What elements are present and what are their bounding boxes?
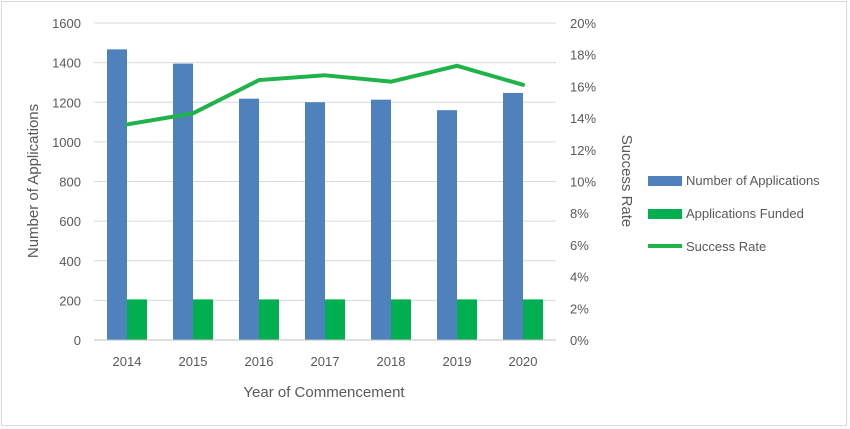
y2-tick-label: 14% bbox=[570, 111, 596, 126]
y2-tick-label: 6% bbox=[570, 238, 589, 253]
y2-tick-label: 16% bbox=[570, 79, 596, 94]
y2-axis-title: Success Rate bbox=[618, 135, 635, 228]
x-tick-label: 2014 bbox=[113, 354, 142, 369]
y-tick-label: 1600 bbox=[52, 16, 81, 31]
y2-tick-label: 0% bbox=[570, 333, 589, 348]
y2-tick-label: 10% bbox=[570, 175, 596, 190]
legend-label-success-rate: Success Rate bbox=[686, 239, 766, 254]
x-tick-label: 2020 bbox=[509, 354, 538, 369]
x-tick-label: 2018 bbox=[377, 354, 406, 369]
y2-tick-label: 12% bbox=[570, 143, 596, 158]
y-tick-label: 0 bbox=[74, 333, 81, 348]
y2-tick-label: 2% bbox=[570, 301, 589, 316]
line-series bbox=[125, 63, 525, 127]
legend-label-applications: Number of Applications bbox=[686, 173, 820, 188]
x-tick-label: 2016 bbox=[245, 354, 274, 369]
line-success-rate bbox=[125, 63, 525, 127]
bar-series bbox=[107, 49, 543, 341]
legend: Number of Applications Applications Fund… bbox=[648, 173, 820, 254]
bar-applications bbox=[239, 98, 259, 340]
y-tick-label: 1200 bbox=[52, 95, 81, 110]
bar-applications bbox=[371, 99, 391, 340]
y-tick-label: 400 bbox=[59, 254, 81, 269]
bar-funded bbox=[457, 299, 477, 340]
y2-tick-label: 8% bbox=[570, 206, 589, 221]
bar-applications bbox=[173, 63, 193, 340]
y-tick-label: 1000 bbox=[52, 135, 81, 150]
bar-funded bbox=[259, 299, 279, 340]
bar-funded bbox=[193, 299, 213, 340]
bar-applications bbox=[437, 110, 457, 340]
x-tick-label: 2015 bbox=[179, 354, 208, 369]
bar-funded bbox=[391, 299, 411, 340]
x-axis-title: Year of Commencement bbox=[243, 384, 405, 401]
x-tick-label: 2017 bbox=[311, 354, 340, 369]
bar-funded bbox=[325, 299, 345, 340]
bar-funded bbox=[127, 299, 147, 340]
bar-funded bbox=[523, 299, 543, 340]
y-tick-label: 200 bbox=[59, 293, 81, 308]
bar-applications bbox=[107, 49, 127, 341]
x-tick-label: 2019 bbox=[443, 354, 472, 369]
bar-applications bbox=[305, 102, 325, 340]
y-tick-label: 600 bbox=[59, 214, 81, 229]
y2-tick-label: 20% bbox=[570, 16, 596, 31]
bar-applications bbox=[503, 92, 523, 340]
y2-tick-label: 4% bbox=[570, 270, 589, 285]
y-axis-title: Number of Applications bbox=[25, 104, 42, 258]
axes: 0 200 400 600 800 1000 1200 1400 1600 0% 2% 4% 6% 8% 1… bbox=[52, 16, 596, 369]
legend-label-funded: Applications Funded bbox=[686, 206, 804, 221]
y2-tick-label: 18% bbox=[570, 48, 596, 63]
legend-swatch-funded bbox=[648, 209, 682, 219]
y-tick-label: 800 bbox=[59, 175, 81, 190]
y-tick-label: 1400 bbox=[52, 56, 81, 71]
legend-swatch-applications bbox=[648, 176, 682, 186]
